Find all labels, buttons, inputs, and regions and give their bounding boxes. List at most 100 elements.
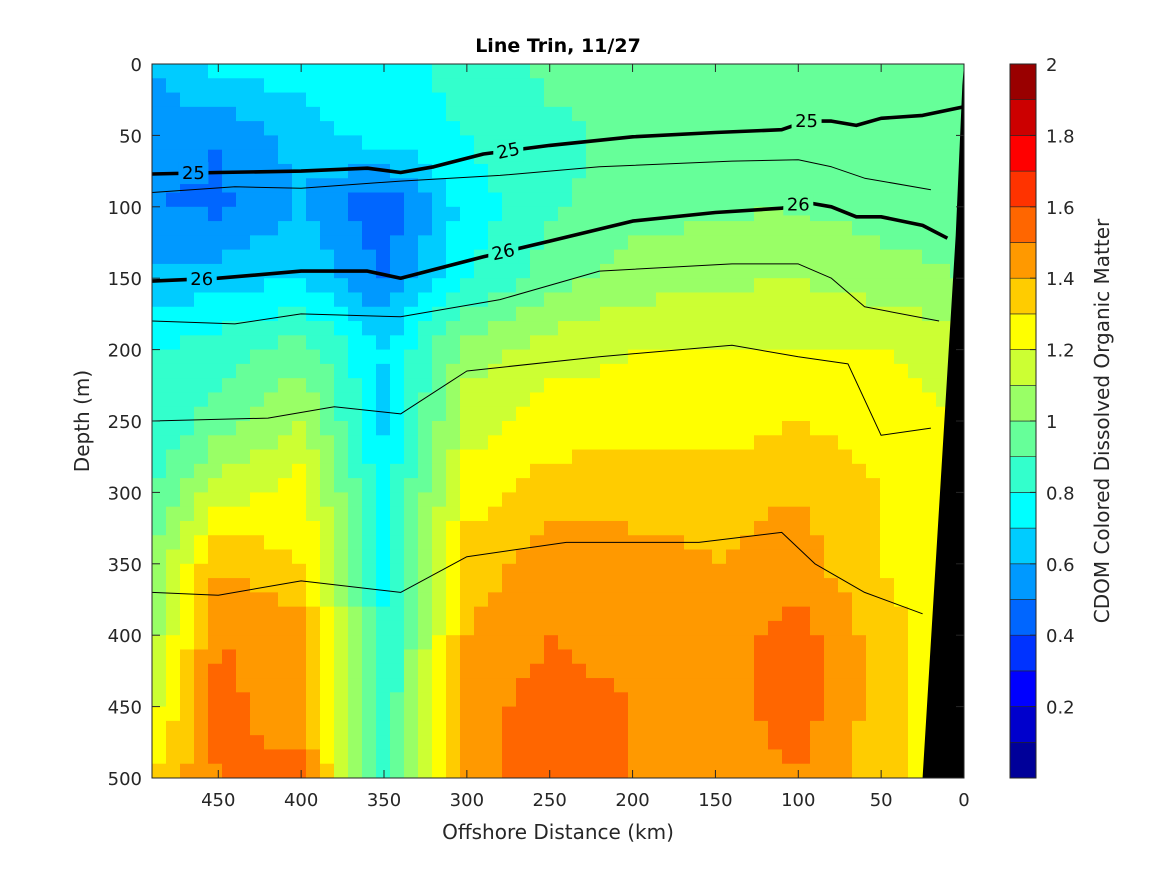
field-cell [908, 549, 923, 565]
field-cell [516, 449, 531, 465]
field-cell [768, 335, 783, 351]
field-cell [908, 163, 923, 180]
field-cell [670, 478, 685, 494]
field-cell [600, 421, 615, 437]
field-cell [852, 306, 867, 322]
field-cell [502, 206, 517, 222]
field-cell [684, 235, 699, 251]
field-cell [306, 678, 321, 694]
field-cell [250, 506, 265, 522]
field-cell [502, 406, 517, 422]
field-cell [194, 78, 209, 94]
field-cell [558, 578, 573, 594]
field-cell [516, 121, 531, 137]
field-cell [376, 278, 391, 294]
field-cell [670, 178, 685, 194]
field-cell [824, 135, 839, 151]
field-cell [460, 592, 475, 608]
field-cell [292, 106, 307, 122]
field-cell [530, 506, 545, 522]
field-cell [418, 378, 433, 394]
field-cell [320, 606, 335, 622]
field-cell [362, 335, 377, 351]
field-cell [418, 663, 433, 679]
field-cell [698, 378, 713, 394]
field-cell [446, 235, 461, 251]
field-cell [782, 135, 797, 151]
field-cell [194, 535, 209, 551]
field-cell [880, 663, 895, 679]
field-cell [922, 463, 937, 479]
field-cell [656, 563, 671, 579]
field-cell [376, 178, 391, 194]
field-cell [530, 549, 545, 565]
field-cell [264, 606, 279, 622]
field-cell [740, 449, 755, 465]
field-cell [516, 678, 531, 694]
field-cell [348, 206, 363, 222]
field-cell [768, 163, 783, 180]
field-cell [712, 663, 727, 679]
field-cell [810, 263, 825, 279]
field-cell [152, 421, 167, 437]
field-cell [684, 106, 699, 122]
field-cell [544, 435, 559, 451]
field-cell [432, 135, 447, 151]
field-cell [502, 121, 517, 137]
field-cell [348, 335, 363, 351]
field-cell [656, 335, 671, 351]
field-cell [362, 620, 377, 636]
field-cell [656, 620, 671, 636]
field-cell [866, 535, 881, 551]
field-cell [166, 692, 181, 708]
field-cell [936, 363, 951, 379]
field-cell [754, 349, 769, 365]
field-cell [292, 620, 307, 636]
field-cell [418, 235, 433, 251]
field-cell [250, 221, 265, 237]
field-cell [460, 535, 475, 551]
field-cell [334, 706, 349, 722]
field-cell [306, 463, 321, 479]
field-cell [264, 135, 279, 151]
field-cell [740, 735, 755, 751]
field-cell [894, 135, 909, 151]
field-cell [222, 720, 237, 736]
field-cell [236, 463, 251, 479]
field-cell [768, 478, 783, 494]
field-cell [894, 178, 909, 194]
field-cell [642, 292, 657, 308]
field-cell [600, 235, 615, 251]
field-cell [306, 378, 321, 394]
field-cell [404, 535, 419, 551]
field-cell [334, 363, 349, 379]
field-cell [362, 506, 377, 522]
field-cell [516, 392, 531, 408]
field-cell [880, 378, 895, 394]
field-cell [208, 706, 223, 722]
field-cell [446, 206, 461, 222]
field-cell [642, 435, 657, 451]
field-cell [334, 606, 349, 622]
field-cell [908, 635, 923, 651]
field-cell [880, 606, 895, 622]
colorbar-segment [1009, 634, 1037, 672]
field-cell [796, 406, 811, 422]
field-cell [600, 635, 615, 651]
field-cell [740, 163, 755, 180]
field-cell [544, 649, 559, 665]
field-cell [936, 206, 951, 222]
field-cell [306, 749, 321, 765]
field-cell [922, 406, 937, 422]
field-cell [656, 235, 671, 251]
field-cell [208, 635, 223, 651]
field-cell [824, 478, 839, 494]
field-cell [404, 135, 419, 151]
field-cell [894, 349, 909, 365]
field-cell [180, 720, 195, 736]
field-cell [292, 678, 307, 694]
field-cell [894, 492, 909, 508]
field-cell [782, 492, 797, 508]
field-cell [152, 335, 167, 351]
field-cell [866, 620, 881, 636]
